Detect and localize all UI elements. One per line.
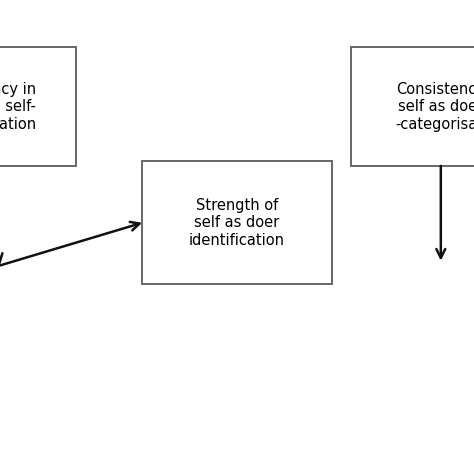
FancyBboxPatch shape [351,47,474,166]
FancyBboxPatch shape [142,161,332,284]
Text: Consistency
self as doer
-categorisati: Consistency self as doer -categorisati [395,82,474,132]
FancyBboxPatch shape [0,47,76,166]
Text: ency in
ve self-
risation: ency in ve self- risation [0,82,37,132]
Text: Strength of
self as doer
identification: Strength of self as doer identification [189,198,285,248]
